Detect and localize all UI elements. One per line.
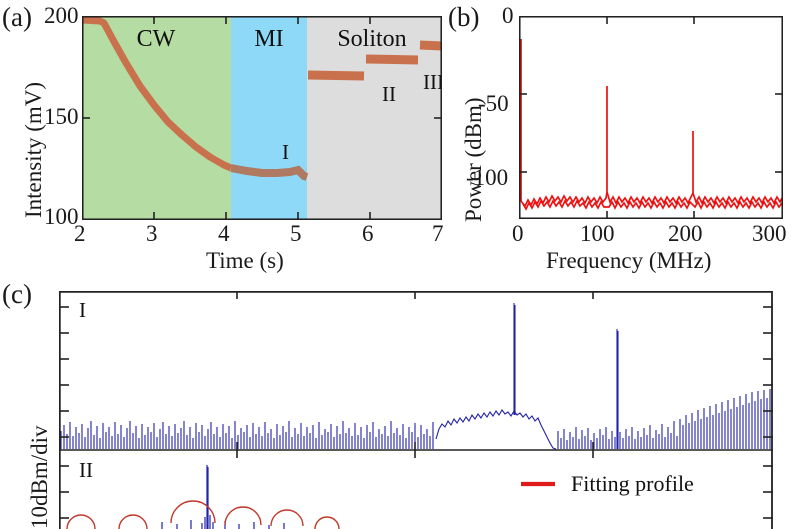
panel-a-step-label-I: I <box>282 140 289 164</box>
panel-b-frame <box>519 16 783 219</box>
legend-label-fitting-profile: Fitting profile <box>571 471 694 496</box>
panel-a-plot: CW MI Soliton I II III <box>82 16 442 220</box>
panel-c-trace-I <box>60 303 773 450</box>
panel-c-xticks <box>236 291 594 458</box>
panel-c-subplot-I-label: I <box>79 298 86 322</box>
panel-a-step-label-III: III <box>423 70 442 94</box>
panel-b-tag: (b) <box>448 2 480 32</box>
panel-c-trace-II <box>66 465 340 529</box>
panel-b-trace <box>520 39 783 211</box>
panel-a-region-label-soliton: Soliton <box>337 26 406 52</box>
panel-a-xtick-3: 3 <box>146 221 158 246</box>
panel-b-xtick-100: 100 <box>580 221 615 246</box>
panel-b-xtick-200: 200 <box>668 221 703 246</box>
panel-c-yticks <box>59 306 773 519</box>
panel-b-xtick-300: 300 <box>752 221 787 246</box>
panel-a-region-label-cw: CW <box>137 26 176 52</box>
panel-a-ytick-150: 150 <box>44 104 79 129</box>
panel-a-ylabel: Intensity (mV) <box>21 81 46 218</box>
panel-a-step-label-II: II <box>382 82 396 106</box>
panel-a-xtick-6: 6 <box>362 221 374 246</box>
panel-c-tag: (c) <box>2 279 32 309</box>
panel-c-frame <box>59 291 773 529</box>
region-cw-band <box>82 16 231 220</box>
panel-c-subplot-II: II Fitting profile <box>66 458 694 529</box>
panel-a-region-label-mi: MI <box>254 26 283 52</box>
panel-a-ytick-100: 100 <box>44 204 79 229</box>
panel-a-xtick-2: 2 <box>74 221 86 246</box>
panel-a-xtick-7: 7 <box>432 221 444 246</box>
panel-c-legend: Fitting profile <box>521 471 694 496</box>
panel-c-plot: I <box>59 291 773 529</box>
panel-a-trace <box>82 16 233 172</box>
panel-c-subplot-II-label: II <box>79 458 93 482</box>
panel-b-ytick-m50: -50 <box>478 91 509 116</box>
panel-b-ytick-m100: -100 <box>466 165 509 190</box>
panel-a-ytick-200: 200 <box>44 3 79 28</box>
panel-a-xticks <box>153 16 371 220</box>
panel-b-xlabel: Frequency (MHz) <box>546 248 712 273</box>
panel-b-xtick-0: 0 <box>512 221 524 246</box>
panel-c-ylabel: 10dBm/div <box>27 425 52 529</box>
panel-a-xtick-5: 5 <box>290 221 302 246</box>
panel-a-tag: (a) <box>2 2 32 32</box>
panel-a-xlabel: Time (s) <box>206 248 284 273</box>
panel-b-ticks <box>519 16 783 219</box>
panel-b-ytick-0: 0 <box>502 3 514 28</box>
panel-a-trace-mi <box>230 164 309 181</box>
panel-b-ylabel: Power (dBm) <box>461 97 486 222</box>
region-mi-band <box>231 16 307 220</box>
region-soliton-band <box>307 16 442 220</box>
panel-a-xtick-4: 4 <box>218 221 230 246</box>
panel-c-subplot-I: I <box>60 298 773 450</box>
panel-a-trace-soliton <box>307 40 442 81</box>
panel-b-plot <box>519 16 783 219</box>
